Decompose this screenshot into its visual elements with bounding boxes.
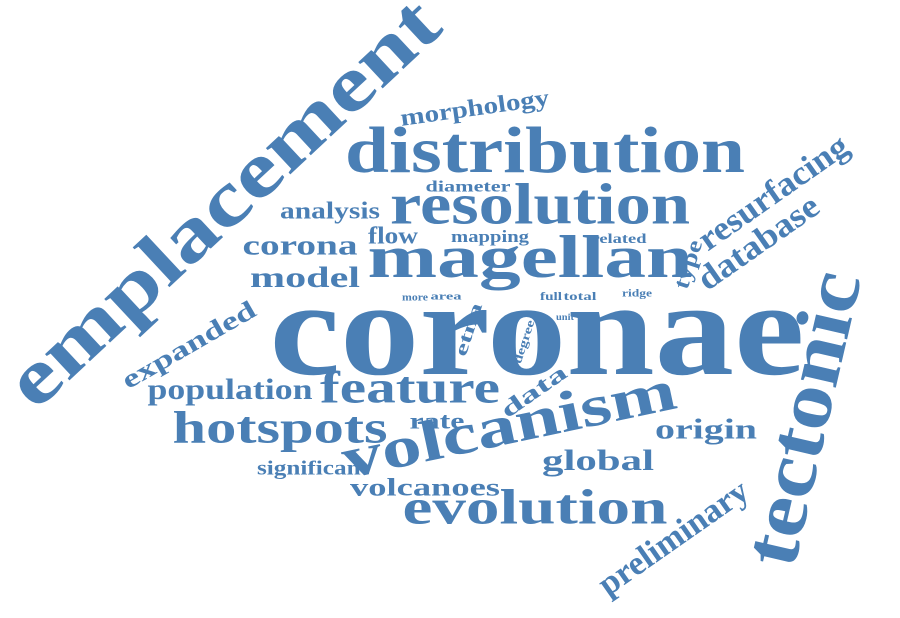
word-related: related	[592, 232, 647, 247]
word-mapping: mapping	[451, 227, 530, 246]
word-volcanoes: volcanoes	[350, 475, 500, 502]
word-more: more	[402, 292, 428, 304]
word-origin: origin	[655, 414, 758, 445]
word-analysis: analysis	[280, 199, 380, 225]
word-hotspots: hotspots	[173, 402, 388, 453]
word-global: global	[542, 444, 654, 477]
word-feature: feature	[320, 362, 500, 413]
word-total: total	[564, 289, 598, 303]
word-resolution: resolution	[390, 171, 690, 236]
word-evolution: evolution	[403, 478, 668, 534]
word-full: full	[540, 289, 563, 303]
word-unit: unit	[556, 312, 574, 322]
word-population: population	[148, 373, 313, 406]
word-ridge: ridge	[622, 288, 652, 300]
word-model: model	[250, 261, 360, 294]
word-flow: flow	[368, 224, 419, 250]
word-diameter: diameter	[426, 179, 511, 196]
word-area: area	[431, 291, 463, 303]
word-coronae: coronae	[270, 255, 805, 404]
word-rate: rate	[410, 408, 465, 433]
word-distribution: distribution	[345, 114, 745, 187]
words-layer: coronaeemplacementtectonicdistributionma…	[0, 0, 878, 603]
word-magellan: magellan	[368, 224, 693, 290]
word-significant: significant	[257, 458, 369, 480]
word-corona: corona	[243, 230, 358, 261]
